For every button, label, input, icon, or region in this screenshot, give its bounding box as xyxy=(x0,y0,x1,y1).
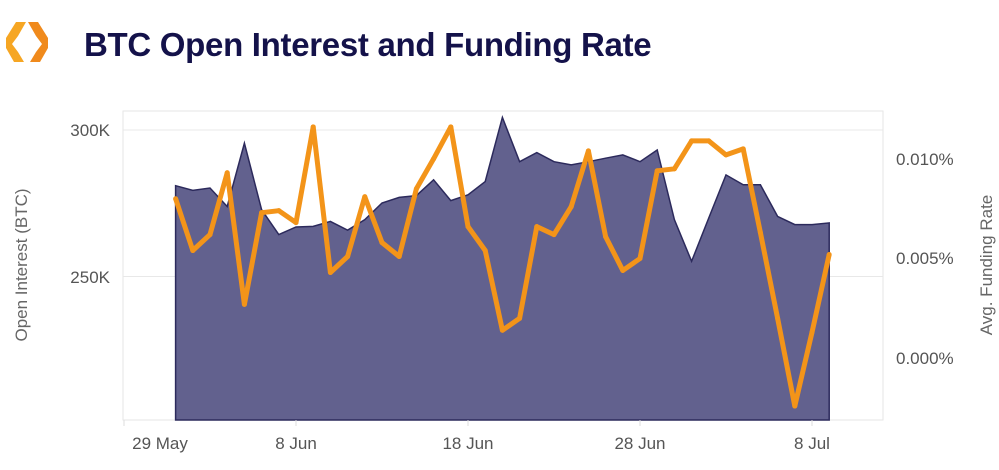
open-interest-point xyxy=(295,226,297,228)
x-tick: 29 May xyxy=(132,434,188,453)
open-interest-point xyxy=(673,219,675,221)
orange-hexagon-logo-icon xyxy=(6,22,48,62)
open-interest-point xyxy=(708,217,710,219)
funding-rate-point xyxy=(826,252,832,258)
x-tick: 28 Jun xyxy=(614,434,665,453)
funding-rate-point xyxy=(362,194,368,200)
open-interest-point xyxy=(226,205,228,207)
funding-rate-point xyxy=(396,254,402,260)
y-right-tick: 0.005% xyxy=(896,249,954,268)
funding-rate-point xyxy=(448,124,454,130)
open-interest-point xyxy=(725,174,727,176)
funding-rate-point xyxy=(207,232,213,238)
funding-rate-point xyxy=(740,146,746,152)
funding-rate-point xyxy=(551,232,557,238)
funding-rate-point xyxy=(775,315,781,321)
open-interest-point xyxy=(656,149,658,151)
y-left-tick: 250K xyxy=(70,268,110,287)
open-interest-point xyxy=(553,161,555,163)
open-interest-point xyxy=(433,179,435,181)
open-interest-point xyxy=(329,220,331,222)
open-interest-point xyxy=(811,224,813,226)
open-interest-point xyxy=(209,187,211,189)
funding-rate-point xyxy=(603,234,609,240)
open-interest-point xyxy=(794,224,796,226)
funding-rate-point xyxy=(259,210,265,216)
y-right-tick: 0.000% xyxy=(896,349,954,368)
funding-rate-point xyxy=(654,168,660,174)
y-left-tick: 300K xyxy=(70,121,110,140)
funding-rate-point xyxy=(637,256,643,262)
funding-rate-point xyxy=(293,220,299,226)
funding-rate-point xyxy=(757,230,763,236)
funding-rate-point xyxy=(276,208,282,214)
funding-rate-point xyxy=(482,248,488,254)
open-interest-point xyxy=(519,161,521,163)
open-interest-area xyxy=(174,114,830,421)
funding-rate-point xyxy=(689,138,695,144)
open-interest-point xyxy=(759,184,761,186)
funding-rate-point xyxy=(620,267,626,273)
open-interest-point xyxy=(605,157,607,159)
funding-rate-point xyxy=(499,327,505,333)
open-interest-point xyxy=(175,185,177,187)
open-interest-point xyxy=(243,142,245,144)
open-interest-point xyxy=(501,116,503,118)
open-interest-point xyxy=(278,234,280,236)
open-interest-point xyxy=(467,194,469,196)
funding-rate-point xyxy=(224,170,230,176)
funding-rate-point xyxy=(431,156,437,162)
funding-rate-point xyxy=(465,224,471,230)
x-tick: 18 Jun xyxy=(442,434,493,453)
open-interest-point xyxy=(398,196,400,198)
funding-rate-point xyxy=(345,254,351,260)
funding-rate-point xyxy=(173,196,179,202)
x-tick: 8 Jul xyxy=(794,434,830,453)
open-interest-point xyxy=(777,215,779,217)
funding-rate-point xyxy=(241,301,247,307)
funding-rate-point xyxy=(379,240,385,246)
open-interest-point xyxy=(484,181,486,183)
funding-rate-point xyxy=(792,403,798,409)
funding-rate-point xyxy=(585,148,591,154)
y-right-axis-title: Avg. Funding Rate xyxy=(977,195,996,336)
open-interest-point xyxy=(192,189,194,191)
funding-rate-point xyxy=(534,224,540,230)
open-interest-point xyxy=(312,225,314,227)
page-title: BTC Open Interest and Funding Rate xyxy=(84,26,652,63)
open-interest-point xyxy=(261,209,263,211)
funding-rate-point xyxy=(809,329,815,335)
open-interest-point xyxy=(691,260,693,262)
funding-rate-point xyxy=(671,166,677,172)
open-interest-point xyxy=(381,202,383,204)
funding-rate-point xyxy=(517,315,523,321)
x-tick: 8 Jun xyxy=(275,434,317,453)
open-interest-point xyxy=(622,154,624,156)
funding-rate-point xyxy=(327,269,333,275)
funding-rate-point xyxy=(723,152,729,158)
funding-rate-point xyxy=(413,186,419,192)
funding-rate-point xyxy=(310,124,316,130)
open-interest-point xyxy=(450,200,452,202)
open-interest-point xyxy=(828,222,830,224)
open-interest-point xyxy=(536,152,538,154)
y-right-tick: 0.010% xyxy=(896,150,954,169)
funding-rate-point xyxy=(568,204,574,210)
funding-rate-point xyxy=(706,138,712,144)
open-interest-point xyxy=(639,161,641,163)
open-interest-point xyxy=(570,164,572,166)
open-interest-point xyxy=(347,229,349,231)
open-interest-point xyxy=(364,219,366,221)
y-left-axis-title: Open Interest (BTC) xyxy=(12,188,31,341)
open-interest-point xyxy=(742,184,744,186)
funding-rate-point xyxy=(190,248,196,254)
